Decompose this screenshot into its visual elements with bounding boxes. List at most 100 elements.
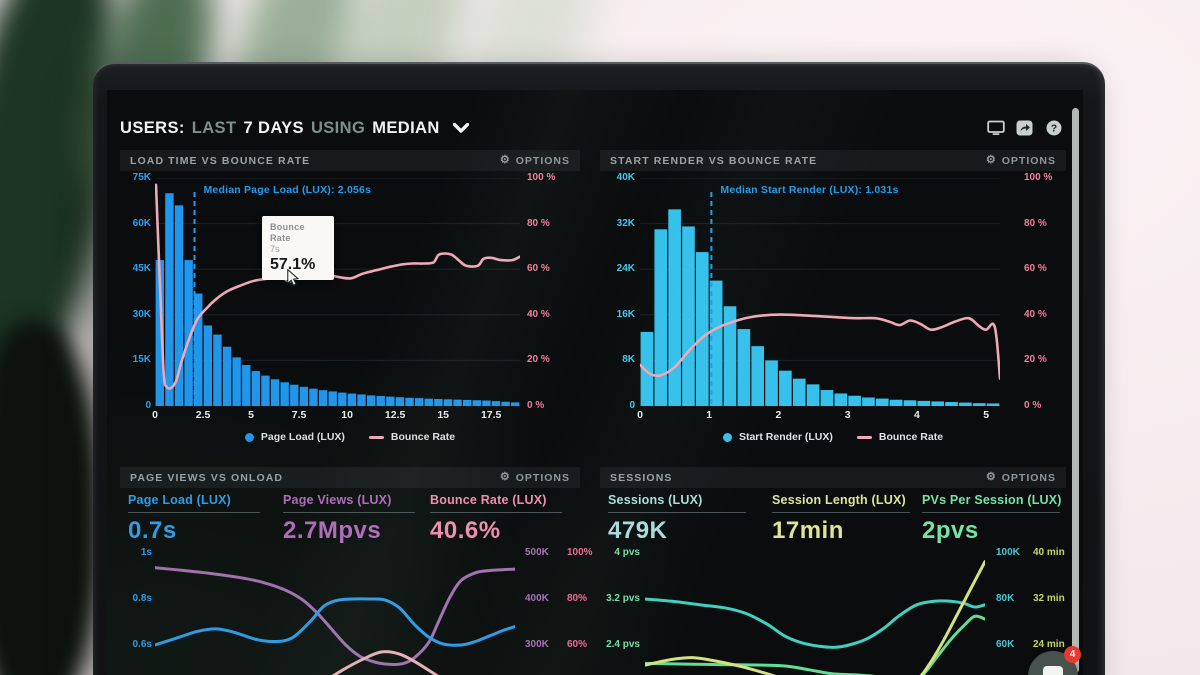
load-time-bar-chart[interactable] xyxy=(155,178,520,406)
gear-icon: ⚙ xyxy=(985,471,997,483)
y-axis-tick-left: 4 pvs xyxy=(614,547,640,558)
metric-label: Sessions (LUX) xyxy=(608,493,703,507)
sessions-chart[interactable]: 4 pvs 3.2 pvs 2.4 pvs 100K 80K 60K 40 min 32 mi… xyxy=(600,467,1066,675)
y-axis-tick-left: 16K xyxy=(616,308,635,320)
legend-dot xyxy=(244,432,254,442)
x-axis-tick: 4 xyxy=(914,409,920,421)
y-axis-tick-left: 1s xyxy=(140,547,152,558)
y-axis-tick-left: 2.4 pvs xyxy=(606,639,640,650)
page-views-line-chart[interactable] xyxy=(155,542,515,675)
legend-item[interactable]: Start Render (LUX) xyxy=(722,431,833,443)
chevron-down-icon xyxy=(452,123,469,133)
x-axis-tick: 3 xyxy=(844,409,851,421)
start-render-chart[interactable]: 40K 32K 24K 16K 8K 0 100 % 80 % 60 % 40 % 20 % 0 % 0… xyxy=(600,150,1066,457)
y-axis-tick-right: 500K xyxy=(525,547,549,558)
options-button[interactable]: ⚙ OPTIONS xyxy=(500,472,570,484)
y-axis-tick-left: 0.8s xyxy=(132,593,152,604)
chat-bubble-icon xyxy=(1043,666,1063,675)
chat-widget-button[interactable]: 4 xyxy=(1028,646,1081,675)
metric: Session Length (LUX) 17min xyxy=(772,493,916,544)
x-axis-tick: 10 xyxy=(341,409,353,421)
panel-header: PAGE VIEWS VS ONLOAD ⚙ OPTIONS xyxy=(120,467,580,488)
metric-underline xyxy=(608,512,746,513)
y-axis-tick-right: 300K xyxy=(525,639,549,650)
tooltip-x-value: 7s xyxy=(270,244,280,254)
header-days: 7 DAYS xyxy=(243,119,304,137)
panel-header: START RENDER VS BOUNCE RATE ⚙ OPTIONS xyxy=(600,150,1066,171)
metric: Bounce Rate (LUX) 40.6% xyxy=(430,493,580,544)
legend-item[interactable]: Page Load (LUX) xyxy=(244,431,345,443)
y-axis-tick-right: 60K xyxy=(996,639,1015,650)
options-button[interactable]: ⚙ OPTIONS xyxy=(500,155,570,167)
header-using: USING xyxy=(310,119,366,137)
y-axis-tick-left: 60K xyxy=(132,217,151,229)
y-axis-tick-left: 30K xyxy=(132,308,151,320)
start-render-bar-chart[interactable] xyxy=(640,178,1000,406)
x-axis-tick: 17.5 xyxy=(480,409,502,421)
metric-value: 40.6% xyxy=(430,517,501,544)
metric-value: 479K xyxy=(608,517,668,544)
median-annotation: Median Start Render (LUX): 1.031s xyxy=(720,184,899,196)
x-axis-tick: 0 xyxy=(637,409,643,421)
metric: Page Views (LUX) 2.7Mpvs xyxy=(283,493,433,544)
y-axis-tick-left: 32K xyxy=(616,217,635,229)
svg-text:?: ? xyxy=(1051,122,1057,134)
x-axis-tick: 5 xyxy=(983,409,990,421)
metric-underline xyxy=(922,512,1060,513)
y-axis-tick-right: 60 % xyxy=(527,263,550,275)
x-axis-tick: 5 xyxy=(248,409,254,421)
metric-underline xyxy=(283,512,415,513)
laptop: USERS: LAST 7 DAYS USING MEDIAN xyxy=(93,62,1105,675)
y-axis-tick-left: 24K xyxy=(616,263,635,275)
metric: PVs Per Session (LUX) 2pvs xyxy=(922,493,1066,544)
dashboard-header: USERS: LAST 7 DAYS USING MEDIAN xyxy=(120,115,1063,141)
legend-label: Bounce Rate xyxy=(878,431,944,443)
y-axis-tick-right: 0 % xyxy=(1024,400,1042,411)
legend-dash xyxy=(368,435,384,439)
tooltip-value: 57.1% xyxy=(270,256,316,273)
options-label: OPTIONS xyxy=(1001,471,1056,484)
panel-title: PAGE VIEWS VS ONLOAD xyxy=(130,471,284,484)
metric-underline xyxy=(430,512,562,513)
panel-page-views-vs-onload: PAGE VIEWS VS ONLOAD ⚙ OPTIONS 1s 0.8s 0.6… xyxy=(120,467,593,675)
page-scrollbar[interactable] xyxy=(1072,108,1079,673)
panel-sessions: SESSIONS ⚙ OPTIONS 4 pvs 3.2 pvs 2.4 pvs 10… xyxy=(600,467,1066,675)
options-button[interactable]: ⚙ OPTIONS xyxy=(986,155,1056,167)
legend-item[interactable]: Bounce Rate xyxy=(368,431,455,443)
metric-underline xyxy=(128,512,260,513)
panel-header: SESSIONS ⚙ OPTIONS xyxy=(600,467,1066,488)
header-users: USERS: xyxy=(120,119,185,137)
metric-label: Page Load (LUX) xyxy=(128,493,232,507)
load-time-chart[interactable]: Bounce Rate 7s 57.1% 75K 60K 45K 30K 15K 0 100… xyxy=(120,150,580,457)
sessions-line-chart[interactable] xyxy=(645,542,985,675)
options-label: OPTIONS xyxy=(1001,154,1056,167)
metric: Sessions (LUX) 479K xyxy=(608,493,752,544)
metric-underline xyxy=(772,512,910,513)
header-last: LAST xyxy=(191,119,237,137)
y-axis-tick-right: 100K xyxy=(996,547,1020,558)
toolbar: ? xyxy=(987,120,1063,136)
help-icon[interactable]: ? xyxy=(1045,120,1063,136)
x-axis-tick: 0 xyxy=(152,409,158,421)
y-axis-tick-left: 0.6s xyxy=(132,639,152,650)
options-button[interactable]: ⚙ OPTIONS xyxy=(986,472,1056,484)
y-axis-tick-left: 15K xyxy=(132,354,151,366)
y-axis-tick-left: 8K xyxy=(622,354,635,366)
panel-header: LOAD TIME VS BOUNCE RATE ⚙ OPTIONS xyxy=(120,150,580,171)
y-axis-tick-right: 60 % xyxy=(1024,263,1047,275)
metric: Page Load (LUX) 0.7s xyxy=(128,493,278,544)
y-axis-tick-right: 0 % xyxy=(527,400,545,411)
mouse-cursor xyxy=(287,269,300,286)
chart-tooltip: Bounce Rate 7s 57.1% xyxy=(262,216,334,280)
y-axis-tick-right: 40 % xyxy=(1024,308,1047,320)
y-axis-tick-right: 40 min xyxy=(1033,547,1065,558)
metric-label: Bounce Rate (LUX) xyxy=(430,493,547,507)
legend-item[interactable]: Bounce Rate xyxy=(856,431,944,443)
metric-value: 0.7s xyxy=(128,517,177,544)
monitor-icon[interactable] xyxy=(987,120,1005,136)
page-views-chart[interactable]: 1s 0.8s 0.6s 500K 400K 300K 100% 80% 60% Page Loa… xyxy=(120,467,593,675)
users-range-dropdown[interactable]: USERS: LAST 7 DAYS USING MEDIAN xyxy=(120,118,469,138)
share-icon[interactable] xyxy=(1016,120,1034,136)
y-axis-tick-left: 3.2 pvs xyxy=(606,593,640,604)
